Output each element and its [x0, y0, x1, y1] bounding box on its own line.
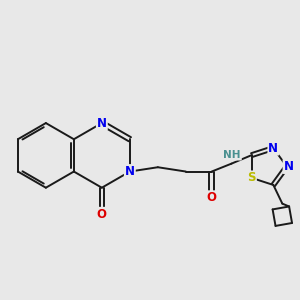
Text: N: N [97, 117, 107, 130]
Text: O: O [207, 191, 217, 204]
Text: S: S [248, 171, 256, 184]
Text: N: N [125, 165, 135, 178]
Text: N: N [268, 142, 278, 154]
Text: N: N [284, 160, 293, 173]
Text: O: O [97, 208, 107, 221]
Text: NH: NH [224, 150, 241, 160]
